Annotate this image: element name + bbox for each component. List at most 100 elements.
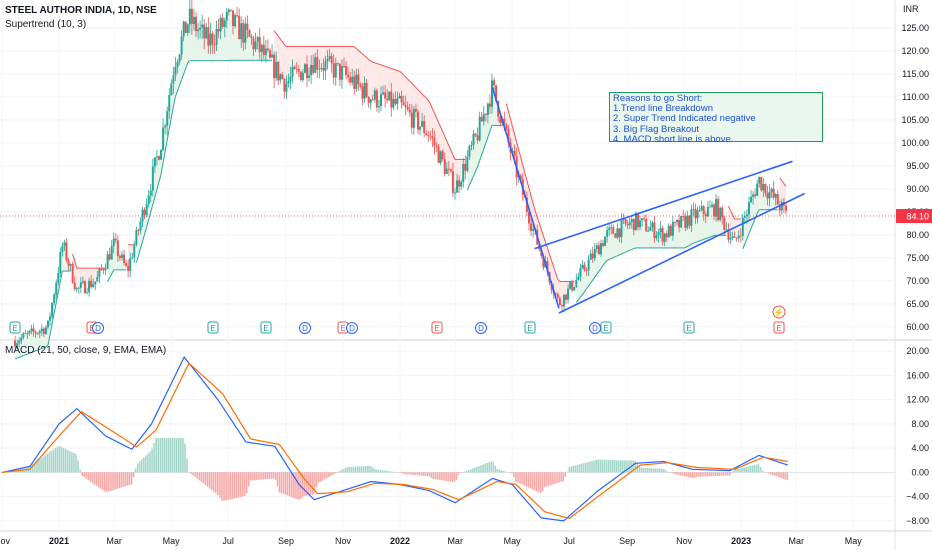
supertrend-band — [393, 69, 396, 104]
macd-histogram-bar — [554, 472, 556, 484]
event-letter: E — [527, 324, 532, 333]
supertrend-segment — [594, 273, 598, 278]
macd-histogram-bar — [441, 472, 443, 481]
supertrend-band — [603, 241, 606, 266]
macd-legend[interactable]: MACD (21, 50, close, 9, EMA, EMA) — [5, 345, 167, 356]
candle-body — [694, 208, 697, 219]
supertrend-segment — [166, 128, 170, 141]
candle-body — [110, 246, 113, 260]
macd-histogram-bar — [243, 472, 246, 497]
macd-histogram-bar — [539, 472, 542, 494]
macd-histogram-bar — [256, 472, 258, 480]
candle-body — [643, 218, 646, 220]
candle-body — [639, 220, 642, 228]
macd-histogram-bar — [728, 472, 731, 476]
macd-histogram-bar — [182, 438, 184, 473]
candle-body — [587, 259, 590, 271]
macd-histogram-bar — [506, 472, 509, 473]
supertrend-band — [615, 233, 618, 257]
annotation-note[interactable]: Reasons to go Short: 1.Trend line Breakd… — [609, 92, 823, 145]
candle-body — [725, 229, 728, 231]
macd-histogram-bar — [288, 472, 291, 497]
macd-histogram-bar — [578, 464, 581, 473]
supertrend-band — [582, 266, 585, 295]
candle-body — [18, 340, 21, 344]
candle-body — [285, 83, 288, 92]
candle-body — [612, 227, 615, 234]
supertrend-band — [380, 64, 384, 101]
candle-body — [199, 27, 202, 30]
time-tick-label: Nov — [0, 536, 10, 546]
macd-histogram-bar — [646, 468, 649, 473]
macd-histogram-bar — [624, 460, 626, 473]
macd-histogram-bar — [118, 472, 120, 489]
supertrend-band — [383, 65, 386, 96]
supertrend-segment — [542, 235, 546, 243]
supertrend-segment — [584, 288, 587, 292]
supertrend-segment — [179, 79, 183, 86]
macd-histogram-bar — [40, 458, 42, 473]
supertrend-segment — [440, 126, 444, 132]
macd-histogram-bar — [202, 472, 205, 484]
supertrend-band — [195, 23, 199, 61]
event-letter: D — [349, 324, 355, 333]
supertrend-segment — [111, 269, 115, 275]
candle-body — [464, 163, 467, 171]
macd-histogram-bar — [128, 472, 131, 486]
candle-body — [336, 62, 339, 64]
supertrend-segment — [532, 203, 536, 211]
macd-histogram-bar — [784, 472, 787, 480]
supertrend-segment — [353, 46, 357, 49]
macd-histogram-bar — [562, 472, 565, 482]
supertrend-band — [407, 79, 410, 112]
macd-histogram-bar — [391, 471, 394, 473]
supertrend-segment — [150, 204, 154, 213]
time-tick-label: May — [845, 536, 863, 546]
candle-body — [737, 235, 740, 239]
candle-body — [271, 54, 274, 58]
candle-body — [528, 211, 531, 224]
supertrend-segment — [139, 241, 144, 249]
macd-histogram-bar — [611, 460, 614, 473]
candle-body — [634, 213, 637, 231]
event-letter: D — [302, 324, 308, 333]
macd-histogram-bar — [219, 472, 221, 498]
macd-histogram-bar — [270, 472, 273, 479]
macd-histogram-bar — [525, 472, 528, 487]
macd-histogram-bar — [502, 470, 505, 473]
candle-body — [240, 23, 243, 40]
supertrend-segment — [485, 136, 489, 144]
supertrend-segment — [41, 347, 45, 349]
supertrend-band — [730, 210, 733, 239]
macd-histogram-bar — [305, 472, 308, 496]
supertrend-band — [368, 59, 371, 102]
macd-tick-label: 0.00 — [911, 467, 929, 477]
candle-body — [435, 145, 438, 147]
candle-body — [334, 62, 337, 78]
macd-histogram-bar — [733, 470, 735, 473]
candle-body — [585, 269, 588, 271]
supertrend-segment — [433, 112, 437, 118]
candle-body — [262, 44, 265, 55]
earnings-marker — [9, 321, 21, 334]
supertrend-segment — [781, 180, 785, 184]
candle-body — [147, 195, 150, 205]
supertrend-legend[interactable]: Supertrend (10, 3) — [5, 19, 87, 30]
candle-body — [363, 82, 366, 99]
candle-body — [361, 86, 364, 99]
candle-body — [665, 233, 668, 238]
supertrend-band — [218, 24, 221, 61]
supertrend-segment — [164, 140, 168, 152]
macd-tick-label: 20.00 — [906, 346, 929, 356]
candle-body — [371, 99, 374, 101]
supertrend-band — [457, 159, 460, 187]
candle-body — [120, 254, 123, 258]
candle-body — [676, 219, 679, 222]
macd-histogram-bar — [681, 472, 684, 476]
candle-body — [696, 210, 699, 219]
macd-histogram-bar — [332, 472, 334, 475]
macd-histogram-bar — [689, 472, 692, 478]
symbol-title[interactable]: STEEL AUTHOR INDIA, 1D, NSE — [5, 5, 157, 16]
macd-histogram-bar — [605, 459, 608, 473]
macd-histogram-bar — [449, 472, 451, 482]
